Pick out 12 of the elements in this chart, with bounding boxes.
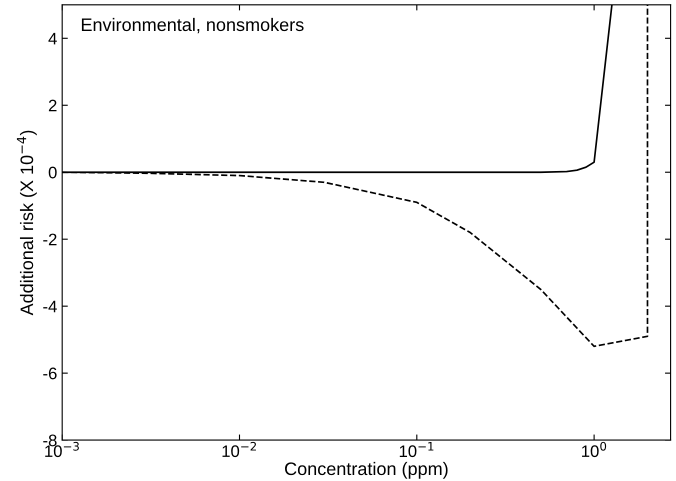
y-axis-title: Additional risk (X 10$^{−4}$) xyxy=(16,130,37,316)
annotation: Environmental, nonsmokers xyxy=(82,18,304,34)
y-tick-label: -6 xyxy=(43,368,57,380)
y-tick-label: 0 xyxy=(48,166,57,178)
x-tick-label: 10$^{−2}$ xyxy=(222,442,256,458)
y-tick-label: 4 xyxy=(48,32,57,44)
y-tick-label: -2 xyxy=(43,234,56,246)
x-tick-label: 10$^{0}$ xyxy=(582,442,606,458)
x-tick-label: 10$^{−1}$ xyxy=(400,442,434,458)
y-tick-label: 2 xyxy=(48,100,56,112)
x-axis-title: Concentration (ppm) xyxy=(285,462,448,479)
y-tick-label: -4 xyxy=(43,300,57,312)
